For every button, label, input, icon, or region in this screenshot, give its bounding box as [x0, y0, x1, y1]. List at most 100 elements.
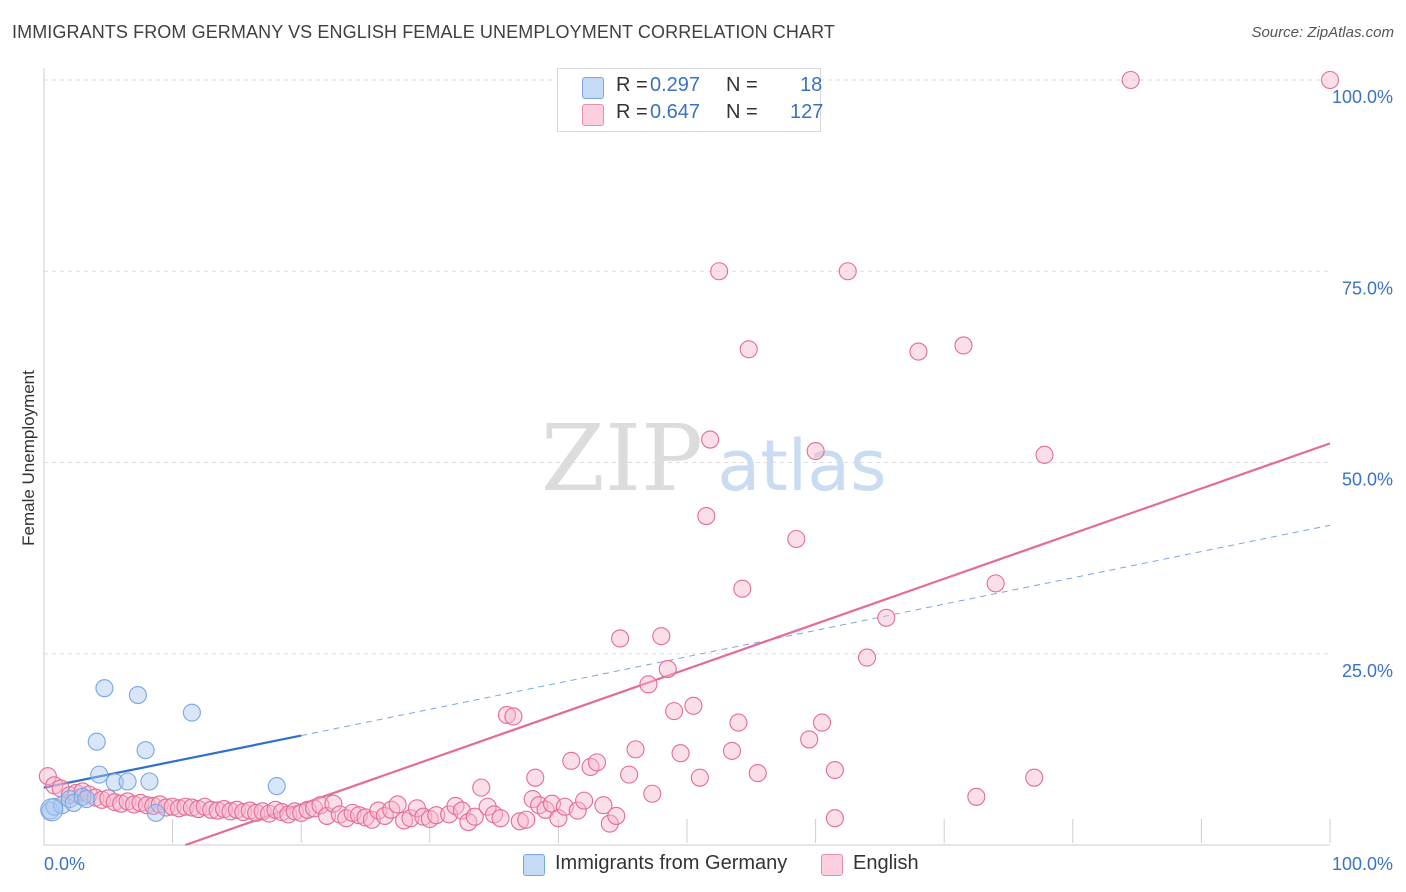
trend-line-germany [43, 734, 302, 789]
trend-line-english [185, 442, 1331, 847]
english-point [643, 784, 662, 803]
trend-line-germany-extension [301, 524, 1331, 737]
english-point [510, 812, 529, 831]
english-point [105, 793, 124, 812]
english-point [701, 430, 720, 449]
english-point [562, 751, 581, 770]
legend-n-value: 127 [790, 101, 824, 123]
english-point [652, 627, 671, 646]
english-point [575, 791, 594, 810]
english-point [234, 803, 253, 822]
legend-swatch-germany [582, 77, 604, 99]
germany-point [87, 732, 106, 751]
english-point [1320, 70, 1340, 90]
english-point [221, 802, 240, 821]
english-point [838, 262, 857, 281]
english-point [124, 795, 144, 814]
english-point [526, 768, 545, 787]
germany-point [267, 777, 286, 796]
english-point [427, 806, 446, 825]
english-point [478, 797, 497, 816]
legend-r-value: 0.297 [650, 74, 701, 96]
english-point [626, 740, 645, 759]
y-tick-label: 100.0% [1332, 87, 1393, 107]
english-point [1035, 445, 1054, 464]
watermark: ZIP atlas [541, 405, 887, 512]
english-point [182, 798, 201, 817]
germany-point [77, 790, 96, 809]
english-point [986, 574, 1005, 593]
germany-point [128, 686, 147, 705]
english-point [202, 800, 221, 819]
english-point [787, 529, 806, 549]
english-point [504, 707, 523, 726]
germany-point [105, 773, 124, 792]
y-tick-label: 25.0% [1342, 661, 1393, 681]
english-point [324, 794, 343, 813]
english-point [877, 608, 896, 627]
english-point [739, 340, 758, 359]
english-point [38, 767, 57, 786]
legend-n-label: N = [726, 101, 758, 123]
correlation-legend: R = 0.297 N = 18 R = 0.647 N = 127 [557, 68, 824, 132]
x-tick-label: 0.0% [44, 854, 85, 874]
y-axis-label: Female Unemployment [19, 370, 38, 546]
legend-r-value: 0.647 [650, 101, 701, 123]
english-point [594, 796, 613, 815]
english-point [1121, 70, 1140, 90]
english-point [497, 705, 517, 725]
legend-label-germany: Immigrants from Germany [555, 852, 788, 874]
germany-point [136, 741, 155, 760]
english-point [710, 262, 729, 281]
english-point [684, 696, 703, 715]
english-point [169, 799, 189, 818]
source-label: Source: ZipAtlas.com [1251, 24, 1394, 41]
germany-point [40, 798, 64, 822]
english-point [857, 648, 877, 667]
english-point [671, 744, 690, 763]
data-points [38, 70, 1340, 833]
english-point [607, 806, 626, 825]
english-point [825, 760, 844, 780]
english-point [967, 787, 986, 806]
legend-n-label: N = [726, 74, 758, 96]
germany-point [140, 772, 159, 791]
english-point [157, 798, 176, 817]
english-point [611, 629, 630, 648]
english-point [806, 441, 825, 461]
english-point [954, 336, 973, 355]
english-point [812, 713, 832, 732]
english-point [208, 801, 227, 820]
english-point [587, 753, 607, 772]
x-tick-label: 100.0% [1332, 854, 1393, 874]
legend-r-label: R = [616, 101, 648, 123]
english-point [491, 809, 510, 828]
english-point [517, 810, 536, 829]
english-point [639, 675, 658, 694]
legend-swatch-english [582, 104, 604, 126]
trend-lines [43, 442, 1331, 847]
english-point [825, 809, 844, 828]
legend-swatch-germany [523, 854, 545, 876]
watermark-atlas: atlas [717, 425, 886, 507]
legend-n-value: 18 [800, 74, 823, 96]
y-tick-label: 50.0% [1342, 470, 1393, 490]
grid [44, 79, 1330, 655]
english-point [733, 579, 752, 598]
legend-r-label: R = [616, 74, 648, 96]
english-point [581, 757, 600, 777]
english-point [620, 765, 639, 784]
germany-point [90, 765, 109, 784]
english-point [600, 814, 619, 833]
germany-point [146, 803, 165, 822]
tick-labels: 25.0% 50.0% 75.0% 100.0% 0.0% 100.0% [44, 87, 1393, 874]
watermark-zip: ZIP [541, 405, 703, 512]
germany-point [95, 679, 114, 698]
english-point [163, 797, 182, 816]
english-point [800, 730, 819, 749]
english-point [722, 741, 742, 760]
axes [43, 68, 1331, 846]
germany-point [118, 772, 137, 791]
legend-label-english: English [853, 852, 919, 874]
